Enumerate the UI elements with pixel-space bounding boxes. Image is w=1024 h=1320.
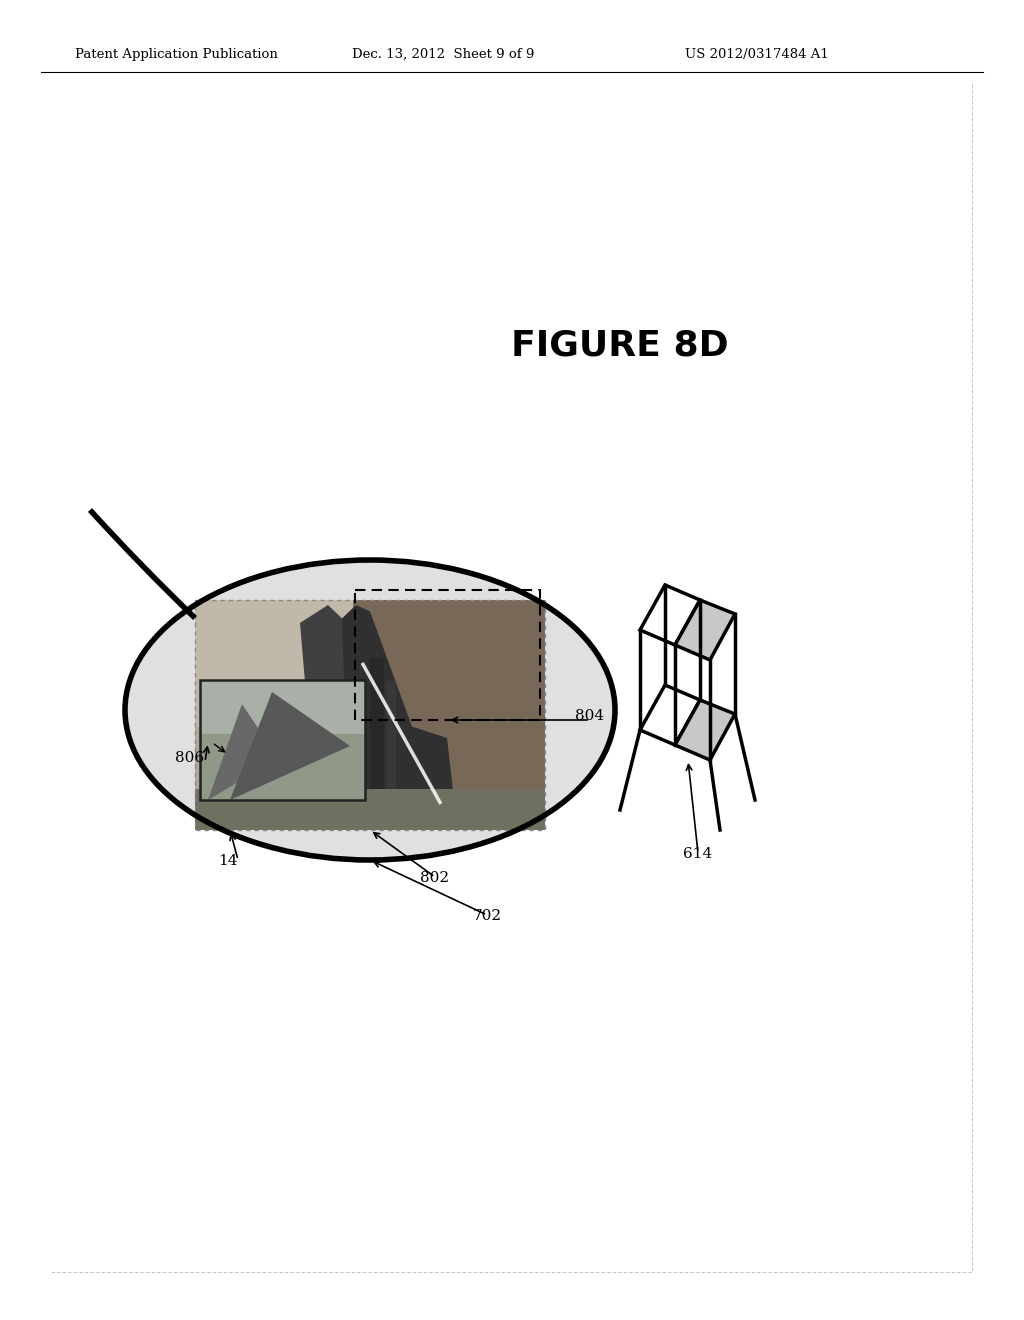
Bar	[370, 657, 384, 830]
Bar	[355, 590, 540, 719]
Polygon shape	[675, 601, 735, 660]
Text: Patent Application Publication: Patent Application Publication	[75, 48, 278, 61]
Text: FIGURE 8D: FIGURE 8D	[511, 327, 729, 362]
Text: 806: 806	[175, 751, 205, 766]
Bar	[52, 82, 972, 1272]
Bar	[52, 82, 972, 1272]
Text: 614: 614	[683, 847, 713, 861]
Bar	[200, 680, 365, 734]
Text: 804: 804	[575, 709, 604, 723]
Polygon shape	[640, 585, 700, 645]
Bar	[200, 680, 365, 800]
Polygon shape	[208, 704, 278, 800]
Bar	[352, 601, 545, 830]
Ellipse shape	[125, 560, 615, 861]
Bar	[386, 681, 396, 830]
Text: 14: 14	[218, 854, 238, 869]
Text: Dec. 13, 2012  Sheet 9 of 9: Dec. 13, 2012 Sheet 9 of 9	[352, 48, 535, 61]
Bar	[195, 601, 387, 726]
Text: US 2012/0317484 A1: US 2012/0317484 A1	[685, 48, 828, 61]
Bar	[195, 788, 545, 830]
Polygon shape	[640, 685, 700, 744]
Polygon shape	[230, 692, 350, 800]
Polygon shape	[300, 605, 433, 830]
Text: 802: 802	[421, 871, 450, 884]
Bar	[195, 601, 545, 830]
Bar	[195, 601, 545, 830]
Bar	[200, 680, 365, 800]
Polygon shape	[675, 700, 735, 760]
Text: 702: 702	[472, 909, 502, 923]
Polygon shape	[342, 605, 458, 830]
